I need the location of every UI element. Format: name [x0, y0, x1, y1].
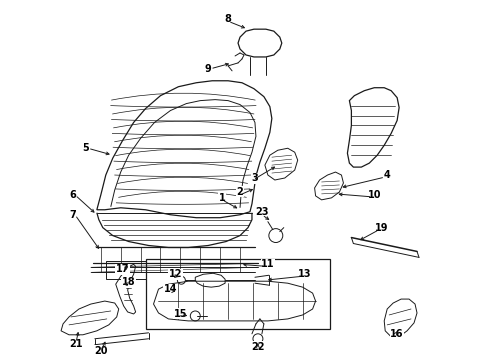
Text: 10: 10	[368, 190, 381, 200]
Text: 12: 12	[169, 269, 182, 279]
Text: 19: 19	[374, 222, 388, 233]
Text: 13: 13	[298, 269, 312, 279]
Text: 18: 18	[122, 277, 135, 287]
Text: 1: 1	[219, 193, 225, 203]
Text: 8: 8	[224, 14, 232, 24]
Bar	[146, 260, 329, 329]
Text: 11: 11	[261, 259, 274, 269]
Text: 20: 20	[94, 346, 108, 356]
Text: 6: 6	[70, 190, 76, 200]
Text: 9: 9	[205, 64, 212, 74]
Text: 4: 4	[384, 170, 391, 180]
Bar	[106, 261, 146, 279]
Text: 3: 3	[251, 173, 258, 183]
Text: 15: 15	[173, 309, 187, 319]
Text: 5: 5	[82, 143, 89, 153]
Text: 22: 22	[251, 342, 265, 352]
Text: 17: 17	[116, 264, 129, 274]
Text: 23: 23	[255, 207, 269, 217]
Text: 21: 21	[69, 339, 83, 349]
Text: 2: 2	[237, 187, 244, 197]
Text: 14: 14	[164, 284, 177, 294]
Text: 7: 7	[70, 210, 76, 220]
Text: 16: 16	[391, 329, 404, 339]
